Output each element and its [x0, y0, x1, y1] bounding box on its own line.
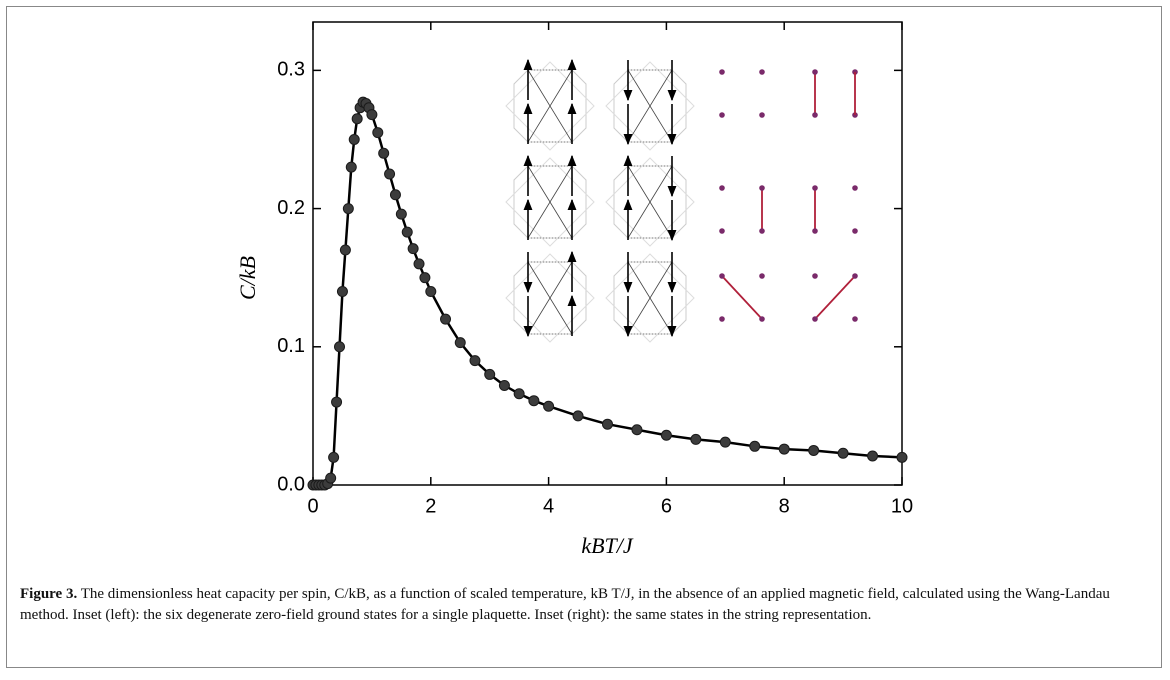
data-point	[454, 337, 466, 349]
data-point	[690, 433, 702, 445]
data-point	[407, 243, 419, 255]
cross	[627, 261, 673, 335]
data-point	[631, 424, 643, 436]
data-point	[372, 127, 384, 139]
plaquette-diamond	[505, 61, 595, 151]
data-point	[328, 451, 340, 463]
data-point	[336, 286, 348, 298]
site	[759, 273, 765, 279]
site	[812, 273, 818, 279]
site	[759, 112, 765, 118]
x-tick-label: 6	[661, 495, 672, 517]
data-point	[749, 440, 761, 452]
data-point	[395, 208, 407, 220]
plot-frame	[312, 21, 903, 486]
data-point	[348, 133, 360, 145]
y-tick-label: 0.0	[277, 473, 305, 495]
x-tick-label: 0	[307, 495, 318, 517]
x-tick-label: 10	[891, 495, 913, 517]
data-point	[543, 400, 555, 412]
site	[812, 69, 818, 75]
cross	[527, 261, 573, 335]
cross	[627, 165, 673, 239]
site	[759, 69, 765, 75]
cross	[527, 165, 573, 239]
data-point	[351, 113, 363, 125]
data-point	[440, 313, 452, 325]
data-point	[602, 418, 613, 430]
y-axis-label: C/kB	[235, 256, 260, 300]
plaquette-diamond	[605, 61, 695, 151]
data-point	[334, 341, 346, 353]
data-point	[401, 226, 413, 238]
y-tick-label: 0.1	[277, 335, 305, 357]
string	[814, 275, 856, 320]
data-point	[384, 168, 396, 180]
data-point	[342, 203, 354, 215]
x-tick-label: 2	[425, 495, 436, 517]
plaquette-diamond	[605, 157, 695, 247]
site	[719, 228, 725, 234]
data-point	[778, 443, 790, 455]
site	[852, 273, 858, 279]
x-axis-label: kBT/J	[581, 533, 634, 558]
site	[719, 316, 725, 322]
data-point	[719, 436, 731, 448]
data-point	[867, 450, 879, 462]
data-point	[896, 451, 908, 463]
data-point	[528, 395, 540, 407]
cross	[527, 69, 573, 143]
plaquette-diamond	[605, 253, 695, 343]
data-point	[345, 161, 357, 173]
data-point	[469, 355, 481, 367]
caption-text: The dimensionless heat capacity per spin…	[20, 586, 1110, 623]
plaquette-diamond	[505, 157, 595, 247]
data-point	[389, 189, 401, 201]
data-point	[498, 379, 510, 391]
site	[719, 112, 725, 118]
figure-frame	[6, 6, 1162, 668]
data-point	[484, 368, 496, 380]
site	[759, 185, 765, 191]
caption: Figure 3. The dimensionless heat capacit…	[20, 584, 1150, 626]
site	[719, 273, 725, 279]
site	[759, 228, 765, 234]
data-point	[513, 388, 525, 400]
chart: kBT/J C/kB 0 2 4 6 8 10 0.0 0.1 0.2 0.3	[235, 21, 913, 558]
site	[852, 185, 858, 191]
string	[721, 275, 763, 320]
site	[812, 112, 818, 118]
data-point	[339, 244, 351, 256]
data-point	[660, 429, 672, 441]
site	[852, 228, 858, 234]
site	[719, 69, 725, 75]
site	[812, 228, 818, 234]
data-point	[425, 286, 437, 298]
site	[812, 316, 818, 322]
data-point	[413, 258, 425, 270]
plaquette-diamond	[505, 253, 595, 343]
caption-label: Figure 3.	[20, 586, 78, 602]
data-point	[572, 410, 584, 422]
site	[812, 185, 818, 191]
inset-spin-plaquettes	[505, 58, 695, 343]
y-tick-label: 0.2	[277, 197, 305, 219]
x-tick-label: 8	[779, 495, 790, 517]
data-point	[366, 109, 378, 121]
site	[852, 316, 858, 322]
inset-string-representation	[719, 69, 858, 322]
data-point	[837, 447, 849, 459]
data-point	[808, 444, 820, 456]
site	[719, 185, 725, 191]
data-point	[331, 396, 343, 408]
cross	[627, 69, 673, 143]
y-tick-label: 0.3	[277, 59, 305, 81]
data-point	[378, 147, 390, 159]
data-point	[419, 272, 431, 284]
site	[759, 316, 765, 322]
data-point	[325, 472, 337, 484]
x-tick-label: 4	[543, 495, 554, 517]
